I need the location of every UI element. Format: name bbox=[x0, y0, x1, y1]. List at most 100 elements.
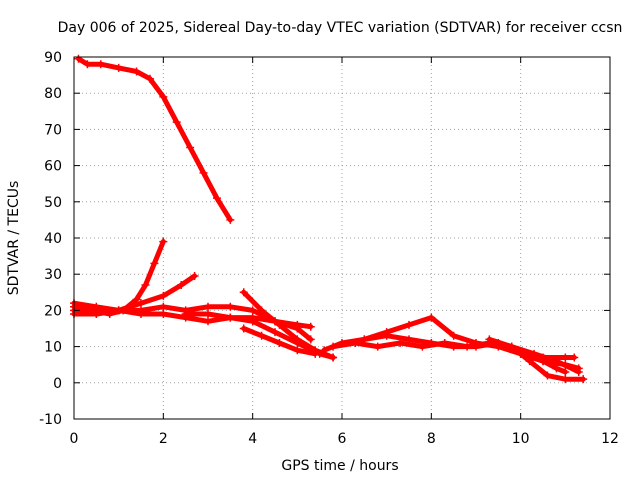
data-point bbox=[239, 288, 248, 297]
series-arc-high bbox=[74, 54, 235, 224]
data-point bbox=[360, 335, 369, 344]
data-point bbox=[204, 302, 212, 311]
data-point bbox=[257, 306, 266, 315]
series-arc-low-a bbox=[239, 324, 320, 358]
y-tick-label: 90 bbox=[44, 50, 62, 66]
chart-title: Day 006 of 2025, Sidereal Day-to-day VTE… bbox=[58, 20, 623, 36]
data-point bbox=[248, 313, 257, 322]
y-tick-label: 80 bbox=[44, 86, 62, 102]
data-point bbox=[96, 60, 105, 69]
data-point bbox=[271, 317, 279, 326]
data-point bbox=[275, 338, 284, 347]
series-layer bbox=[70, 54, 588, 384]
series-line bbox=[71, 273, 198, 313]
data-point bbox=[427, 338, 436, 347]
data-point bbox=[226, 302, 235, 311]
y-axis-label: SDTVAR / TECUs bbox=[6, 181, 22, 296]
series-arc-late-b bbox=[181, 310, 315, 331]
data-point bbox=[405, 320, 413, 329]
x-tick-label: 4 bbox=[248, 431, 257, 447]
data-point bbox=[177, 281, 186, 290]
data-point bbox=[186, 143, 195, 152]
data-point bbox=[239, 324, 248, 333]
y-tick-label: 10 bbox=[44, 340, 62, 356]
data-point bbox=[311, 349, 320, 358]
data-point bbox=[552, 364, 561, 373]
data-point bbox=[494, 338, 503, 347]
data-point bbox=[141, 281, 150, 290]
data-point bbox=[114, 306, 123, 315]
data-point bbox=[539, 357, 547, 366]
data-point bbox=[92, 310, 101, 319]
data-point bbox=[570, 353, 579, 362]
data-point bbox=[172, 118, 181, 127]
data-point bbox=[293, 335, 302, 344]
data-point bbox=[382, 331, 391, 340]
data-point bbox=[204, 310, 212, 319]
data-point bbox=[74, 54, 83, 63]
x-tick-label: 6 bbox=[338, 431, 347, 447]
y-tick-label: 60 bbox=[44, 159, 62, 175]
data-point bbox=[159, 237, 168, 246]
data-point bbox=[516, 349, 525, 358]
y-tick-label: 0 bbox=[53, 376, 62, 392]
data-point bbox=[306, 322, 315, 331]
data-point bbox=[449, 342, 458, 351]
x-tick-label: 0 bbox=[70, 431, 79, 447]
y-tick-label: 70 bbox=[44, 122, 62, 138]
data-point bbox=[579, 375, 588, 384]
series-arc-night-b bbox=[494, 338, 570, 376]
data-point bbox=[561, 353, 570, 362]
data-point bbox=[329, 353, 338, 362]
data-point bbox=[293, 346, 302, 355]
data-point bbox=[449, 331, 458, 340]
data-point bbox=[92, 302, 101, 311]
data-point bbox=[405, 335, 413, 344]
data-point bbox=[472, 342, 480, 351]
data-point bbox=[137, 299, 145, 308]
data-point bbox=[83, 60, 92, 69]
data-point bbox=[226, 313, 235, 322]
x-tick-label: 12 bbox=[601, 431, 619, 447]
data-point bbox=[329, 342, 338, 351]
data-point bbox=[427, 313, 436, 322]
data-point bbox=[137, 310, 145, 319]
series-line bbox=[241, 289, 336, 360]
tick-layer: 0 2 4 6 8 10 12 -10 0 10 20 30 40 50 60 70 80 90 bbox=[39, 50, 619, 447]
data-point bbox=[132, 67, 141, 76]
data-point bbox=[257, 331, 266, 340]
y-tick-label: 20 bbox=[44, 303, 62, 319]
data-point bbox=[574, 367, 583, 376]
data-point bbox=[159, 92, 168, 101]
data-point bbox=[561, 367, 570, 376]
data-point bbox=[271, 328, 279, 337]
data-point bbox=[159, 310, 168, 319]
data-point bbox=[150, 259, 159, 268]
data-point bbox=[320, 346, 329, 355]
data-point bbox=[204, 317, 212, 326]
data-point bbox=[561, 375, 570, 384]
data-point bbox=[306, 335, 315, 344]
data-point bbox=[159, 291, 168, 300]
data-point bbox=[485, 335, 494, 344]
data-point bbox=[181, 310, 190, 319]
x-tick-label: 10 bbox=[512, 431, 530, 447]
data-point bbox=[226, 215, 235, 224]
data-point bbox=[543, 371, 552, 380]
data-point bbox=[293, 320, 302, 329]
y-tick-label: 50 bbox=[44, 195, 62, 211]
x-tick-label: 2 bbox=[159, 431, 168, 447]
y-tick-label: 30 bbox=[44, 267, 62, 283]
x-axis-label: GPS time / hours bbox=[281, 458, 398, 474]
data-point bbox=[114, 63, 123, 72]
data-point bbox=[373, 342, 382, 351]
data-point bbox=[145, 74, 154, 83]
series-line bbox=[76, 56, 233, 223]
data-point bbox=[199, 168, 208, 177]
y-tick-label: -10 bbox=[39, 412, 62, 428]
y-tick-label: 40 bbox=[44, 231, 62, 247]
x-tick-label: 8 bbox=[427, 431, 436, 447]
data-point bbox=[212, 194, 221, 203]
